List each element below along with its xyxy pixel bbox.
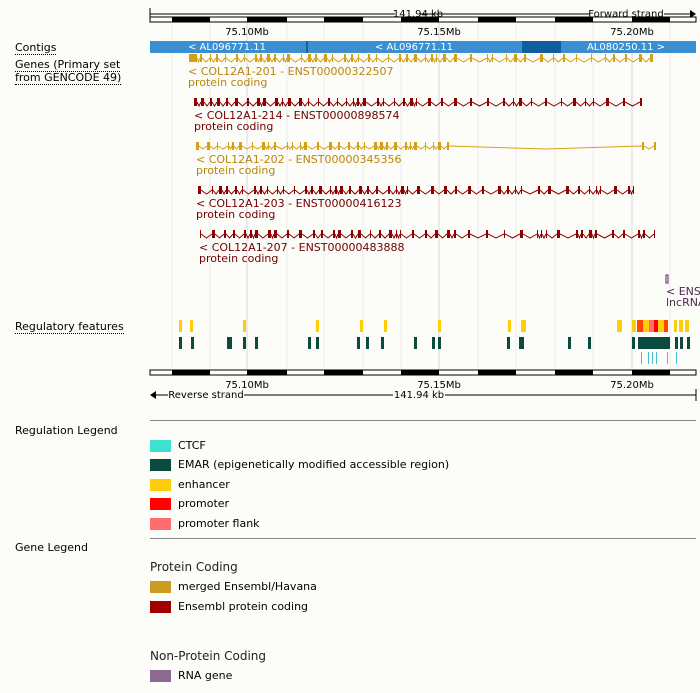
transcript-203-name: < COL12A1-203 - ENST00000416123 — [196, 197, 402, 210]
transcript-model[interactable] — [194, 98, 642, 108]
ruler-top-tick-2: 75.15Mb — [417, 27, 461, 38]
bottom-span-label: 141.94 kb — [394, 390, 444, 401]
lncrna-exon — [665, 274, 669, 284]
transcript-model[interactable] — [189, 54, 653, 64]
transcript-214-name: < COL12A1-214 - ENST00000898574 — [194, 109, 400, 122]
transcript-214-biotype: protein coding — [194, 120, 273, 133]
contig-label-1: < AL096771.11 — [188, 42, 266, 53]
legend-ctcf: CTCF — [150, 439, 206, 452]
legend-promoter: promoter — [150, 497, 229, 510]
legend-emar: EMAR (epigenetically modified accessible… — [150, 458, 449, 471]
gene-legend-divider — [150, 538, 696, 539]
transcript-203-biotype: protein coding — [196, 208, 275, 221]
transcript-202-name: < COL12A1-202 - ENST00000345356 — [196, 153, 402, 166]
transcript-207-biotype: protein coding — [199, 252, 278, 265]
top-strand-label: Forward strand — [588, 9, 663, 20]
vertical-grid-lines — [171, 22, 671, 370]
top-scale-bar: 141.94 kb Forward strand — [149, 8, 696, 20]
regulatory-track-label[interactable]: Regulatory features — [15, 320, 124, 334]
transcript-201-name: < COL12A1-201 - ENST00000322507 — [188, 65, 394, 78]
transcript-207-name: < COL12A1-207 - ENST00000483888 — [199, 241, 405, 254]
contig-label-2: < AL096771.11 — [375, 42, 453, 53]
top-span-label: 141.94 kb — [393, 9, 443, 20]
legend-promoter-flank: promoter flank — [150, 517, 260, 530]
ruler-top — [149, 16, 697, 23]
legend-rna-gene: RNA gene — [150, 669, 232, 682]
ruler-bottom-tick-1: 75.10Mb — [225, 380, 269, 391]
lncrna-name: < ENST — [666, 285, 700, 298]
genes-track-label[interactable]: Genes (Primary set — [15, 58, 121, 72]
ruler-top-tick-1: 75.10Mb — [225, 27, 269, 38]
transcript-model[interactable] — [198, 186, 634, 196]
transcript-model[interactable] — [196, 142, 656, 151]
bottom-strand-label: Reverse strand — [168, 390, 243, 401]
protein-coding-heading: Protein Coding — [150, 560, 238, 574]
genes-track-label-line2[interactable]: from GENCODE 49) — [15, 71, 122, 85]
gene-track — [189, 54, 656, 240]
transcript-model[interactable] — [200, 230, 655, 240]
genome-browser-track: 141.94 kb Forward strand 75.10Mb 75.15Mb… — [149, 8, 700, 401]
lncrna-biotype: lncRNA — [666, 296, 700, 309]
ruler-top-tick-3: 75.20Mb — [610, 27, 654, 38]
ruler-bottom-tick-2: 75.15Mb — [417, 380, 461, 391]
regulation-legend-title: Regulation Legend — [15, 424, 118, 437]
ruler-bottom — [149, 369, 697, 376]
transcript-201-biotype: protein coding — [188, 76, 267, 89]
contigs-track-label[interactable]: Contigs — [15, 41, 57, 55]
legend-enhancer: enhancer — [150, 478, 230, 491]
legend-merged-ensembl-havana: merged Ensembl/Havana — [150, 580, 317, 593]
regulatory-track — [179, 320, 690, 364]
regulation-legend-divider — [150, 420, 696, 421]
contig-track[interactable]: < AL096771.11 < AL096771.11 AL080250.11 … — [150, 41, 696, 53]
contig-label-3: AL080250.11 > — [587, 42, 665, 53]
ruler-bottom-tick-3: 75.20Mb — [610, 380, 654, 391]
transcript-202-biotype: protein coding — [196, 164, 275, 177]
non-protein-coding-heading: Non-Protein Coding — [150, 649, 267, 663]
bottom-scale-bar: Reverse strand 141.94 kb — [150, 389, 697, 401]
legend-ensembl-protein-coding: Ensembl protein coding — [150, 600, 308, 613]
gene-legend-title: Gene Legend — [15, 541, 88, 554]
